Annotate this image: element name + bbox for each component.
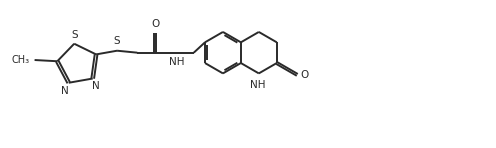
Text: S: S: [114, 36, 121, 46]
Text: O: O: [151, 19, 159, 29]
Text: N: N: [62, 86, 69, 96]
Text: O: O: [301, 70, 309, 80]
Text: NH: NH: [170, 57, 185, 67]
Text: CH₃: CH₃: [11, 55, 30, 65]
Text: NH: NH: [250, 80, 265, 90]
Text: N: N: [92, 82, 100, 91]
Text: S: S: [71, 30, 77, 40]
